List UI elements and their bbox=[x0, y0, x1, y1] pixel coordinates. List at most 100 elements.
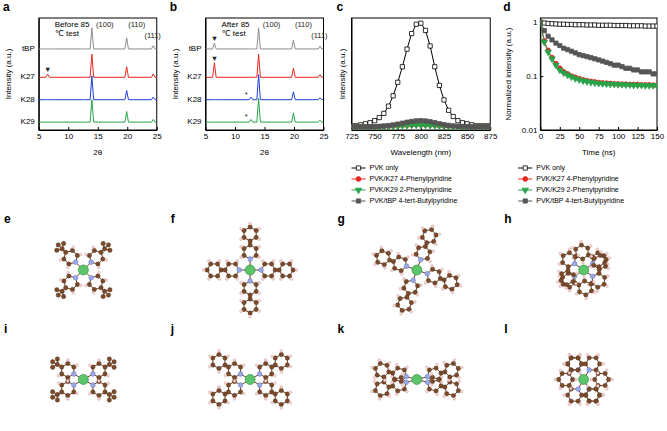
atom bbox=[242, 392, 245, 395]
atom bbox=[272, 278, 275, 281]
atom bbox=[223, 268, 227, 272]
atom bbox=[232, 361, 236, 365]
metal-atom bbox=[78, 265, 88, 275]
legend-label: PVK only bbox=[536, 164, 565, 172]
atom bbox=[66, 379, 70, 383]
x-tick-label: 775 bbox=[392, 132, 406, 141]
atom bbox=[57, 374, 60, 377]
atom bbox=[425, 390, 428, 393]
atom bbox=[411, 278, 416, 283]
atom bbox=[224, 382, 227, 385]
atom bbox=[72, 291, 75, 294]
atom bbox=[575, 272, 578, 275]
atom bbox=[202, 269, 205, 272]
marker bbox=[488, 124, 490, 129]
x-tick-label: 10 bbox=[231, 132, 240, 141]
marker bbox=[400, 65, 404, 69]
atom bbox=[399, 269, 403, 273]
atom bbox=[289, 355, 292, 358]
atom bbox=[391, 375, 394, 378]
atom bbox=[232, 375, 236, 379]
marker bbox=[655, 72, 657, 76]
atom bbox=[440, 375, 443, 378]
atom bbox=[579, 362, 583, 366]
marker bbox=[419, 119, 423, 123]
atom bbox=[597, 393, 601, 397]
atom bbox=[248, 257, 253, 262]
atom bbox=[395, 303, 399, 307]
atom bbox=[97, 266, 100, 269]
marker bbox=[474, 124, 479, 129]
x-tick-label: 825 bbox=[438, 132, 452, 141]
atom bbox=[560, 260, 564, 264]
atom bbox=[578, 403, 581, 406]
atom bbox=[380, 246, 383, 249]
legend-label: PVK/K29 2-Phenylpyridine bbox=[536, 186, 619, 194]
atom bbox=[402, 286, 406, 290]
atom bbox=[248, 225, 252, 229]
atom bbox=[566, 264, 570, 268]
atom bbox=[578, 353, 581, 356]
atom bbox=[258, 281, 261, 284]
atom bbox=[62, 279, 66, 283]
atom bbox=[589, 265, 592, 268]
atom bbox=[218, 278, 221, 281]
atom bbox=[101, 241, 105, 245]
atom bbox=[67, 262, 71, 266]
atom bbox=[425, 380, 430, 385]
atom bbox=[567, 251, 571, 255]
atom bbox=[451, 291, 454, 294]
panel-letter: f bbox=[171, 212, 176, 226]
atom bbox=[87, 282, 91, 286]
atom bbox=[436, 363, 439, 366]
series-line bbox=[39, 54, 157, 77]
atom bbox=[75, 392, 78, 395]
atom bbox=[382, 375, 386, 379]
atom bbox=[258, 299, 261, 302]
atom bbox=[218, 386, 221, 389]
atom bbox=[373, 376, 376, 379]
atom bbox=[378, 398, 381, 401]
marker bbox=[368, 124, 373, 129]
marker bbox=[377, 124, 381, 128]
atom bbox=[98, 380, 101, 383]
atom bbox=[457, 274, 460, 277]
atom bbox=[56, 293, 60, 297]
series-line bbox=[39, 100, 157, 122]
atom bbox=[443, 385, 447, 389]
atom bbox=[271, 355, 274, 358]
marker bbox=[437, 122, 441, 126]
atom bbox=[606, 252, 609, 255]
atom bbox=[410, 310, 413, 313]
atom bbox=[414, 252, 418, 256]
atom bbox=[453, 359, 456, 362]
panel-letter: i bbox=[4, 322, 7, 336]
atom bbox=[217, 366, 221, 370]
atom bbox=[421, 227, 424, 230]
panel-letter: h bbox=[504, 212, 511, 226]
atom bbox=[378, 361, 382, 365]
atom bbox=[233, 359, 236, 362]
atom bbox=[430, 267, 434, 271]
atom bbox=[418, 257, 423, 262]
atom bbox=[565, 362, 569, 366]
x-tick: 125 bbox=[631, 127, 645, 141]
atom bbox=[447, 271, 450, 274]
atom bbox=[428, 260, 431, 263]
x-axis: 510152025 bbox=[37, 127, 162, 141]
marker bbox=[372, 124, 377, 129]
x-tick: 10 bbox=[64, 127, 73, 141]
atom bbox=[279, 402, 283, 406]
atom bbox=[50, 395, 54, 399]
atom bbox=[397, 255, 401, 259]
atom bbox=[404, 380, 409, 385]
atom bbox=[602, 363, 605, 366]
atom bbox=[264, 379, 268, 383]
atom bbox=[583, 362, 587, 366]
atom bbox=[579, 362, 583, 366]
atom bbox=[257, 383, 262, 388]
series-line bbox=[206, 54, 324, 77]
atom bbox=[596, 289, 599, 292]
atom bbox=[57, 382, 60, 385]
annotation: ▼ bbox=[211, 54, 218, 63]
